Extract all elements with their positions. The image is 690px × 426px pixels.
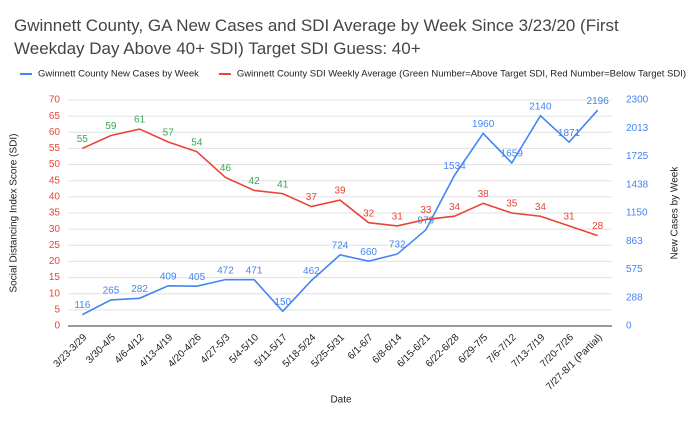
value-label: 732 (389, 240, 406, 251)
x-axis-title: Date (330, 395, 352, 406)
series-line (81, 128, 598, 237)
value-label: 42 (249, 176, 261, 187)
y-axis-title: Social Distancing Index Score (SDI) (9, 134, 20, 293)
y-tick-label: 25 (49, 240, 61, 251)
value-label: 979 (418, 215, 435, 226)
y2-tick-label: 1438 (626, 179, 649, 190)
value-label: 282 (131, 284, 148, 295)
legend-label: Gwinnett County SDI Weekly Average (Gree… (237, 69, 686, 80)
value-label: 405 (188, 272, 205, 283)
y-tick-label: 65 (49, 111, 61, 122)
value-label: 2196 (587, 96, 610, 107)
value-label: 39 (334, 186, 346, 197)
y-tick-label: 45 (49, 175, 61, 186)
y2-tick-label: 0 (626, 321, 632, 332)
y2-tick-label: 2013 (626, 123, 649, 134)
value-label: 1960 (472, 119, 495, 130)
value-label: 59 (105, 121, 117, 132)
y-tick-label: 40 (49, 191, 61, 202)
x-tick-label: 4/27-5/3 (199, 332, 233, 366)
value-label: 41 (277, 179, 289, 190)
y-tick-label: 0 (54, 321, 60, 332)
y-tick-label: 20 (49, 256, 61, 267)
y2-axis-title: New Cases by Week (670, 166, 681, 260)
value-label: 61 (134, 115, 146, 126)
y2-tick-label: 1150 (626, 208, 648, 219)
legend-label: Gwinnett County New Cases by Week (38, 69, 199, 80)
value-label: 150 (274, 297, 291, 308)
value-label: 1871 (558, 128, 581, 139)
value-label: 265 (103, 286, 120, 297)
y-tick-label: 55 (49, 143, 61, 154)
y2-tick-label: 1725 (626, 151, 649, 162)
y2-tick-label: 575 (626, 264, 643, 275)
value-label: 34 (535, 202, 547, 213)
value-label: 462 (303, 266, 320, 277)
value-label: 31 (563, 212, 575, 223)
value-label: 55 (77, 134, 89, 145)
value-label: 35 (506, 199, 518, 210)
value-label: 38 (478, 189, 490, 200)
chart-title: Gwinnett County, GA New Cases and SDI Av… (14, 16, 619, 58)
series-line (81, 109, 599, 316)
y-tick-label: 60 (49, 127, 61, 138)
y2-tick-label: 288 (626, 292, 643, 303)
value-label: 46 (220, 163, 232, 174)
x-tick-label: 3/30-4/5 (84, 332, 118, 366)
value-label: 472 (217, 265, 234, 276)
y-tick-label: 15 (49, 272, 61, 283)
value-label: 28 (592, 221, 604, 232)
y-tick-label: 50 (49, 159, 61, 170)
y-tick-label: 30 (49, 224, 61, 235)
x-tick-label: 6/29-7/5 (456, 332, 490, 366)
value-label: 116 (74, 300, 90, 311)
value-label: 34 (449, 202, 461, 213)
y2-tick-label: 2300 (626, 95, 649, 106)
value-label: 2140 (529, 101, 552, 112)
value-label: 31 (392, 212, 404, 223)
y-tick-label: 70 (49, 95, 61, 106)
value-label: 37 (306, 192, 318, 203)
y2-tick-label: 863 (626, 236, 643, 247)
value-label: 32 (363, 208, 375, 219)
value-label: 1534 (443, 161, 466, 172)
value-label: 724 (332, 240, 349, 251)
value-label: 471 (246, 265, 263, 276)
value-label: 1659 (501, 149, 524, 160)
y-tick-label: 5 (54, 304, 60, 315)
value-label: 409 (160, 271, 177, 282)
x-tick-label: 3/23-3/29 (52, 332, 90, 370)
value-label: 57 (163, 128, 175, 139)
value-label: 660 (360, 247, 377, 258)
value-label: 54 (191, 137, 203, 148)
y-tick-label: 35 (49, 208, 61, 219)
value-label: 33 (420, 205, 432, 216)
y-tick-label: 10 (49, 288, 61, 299)
